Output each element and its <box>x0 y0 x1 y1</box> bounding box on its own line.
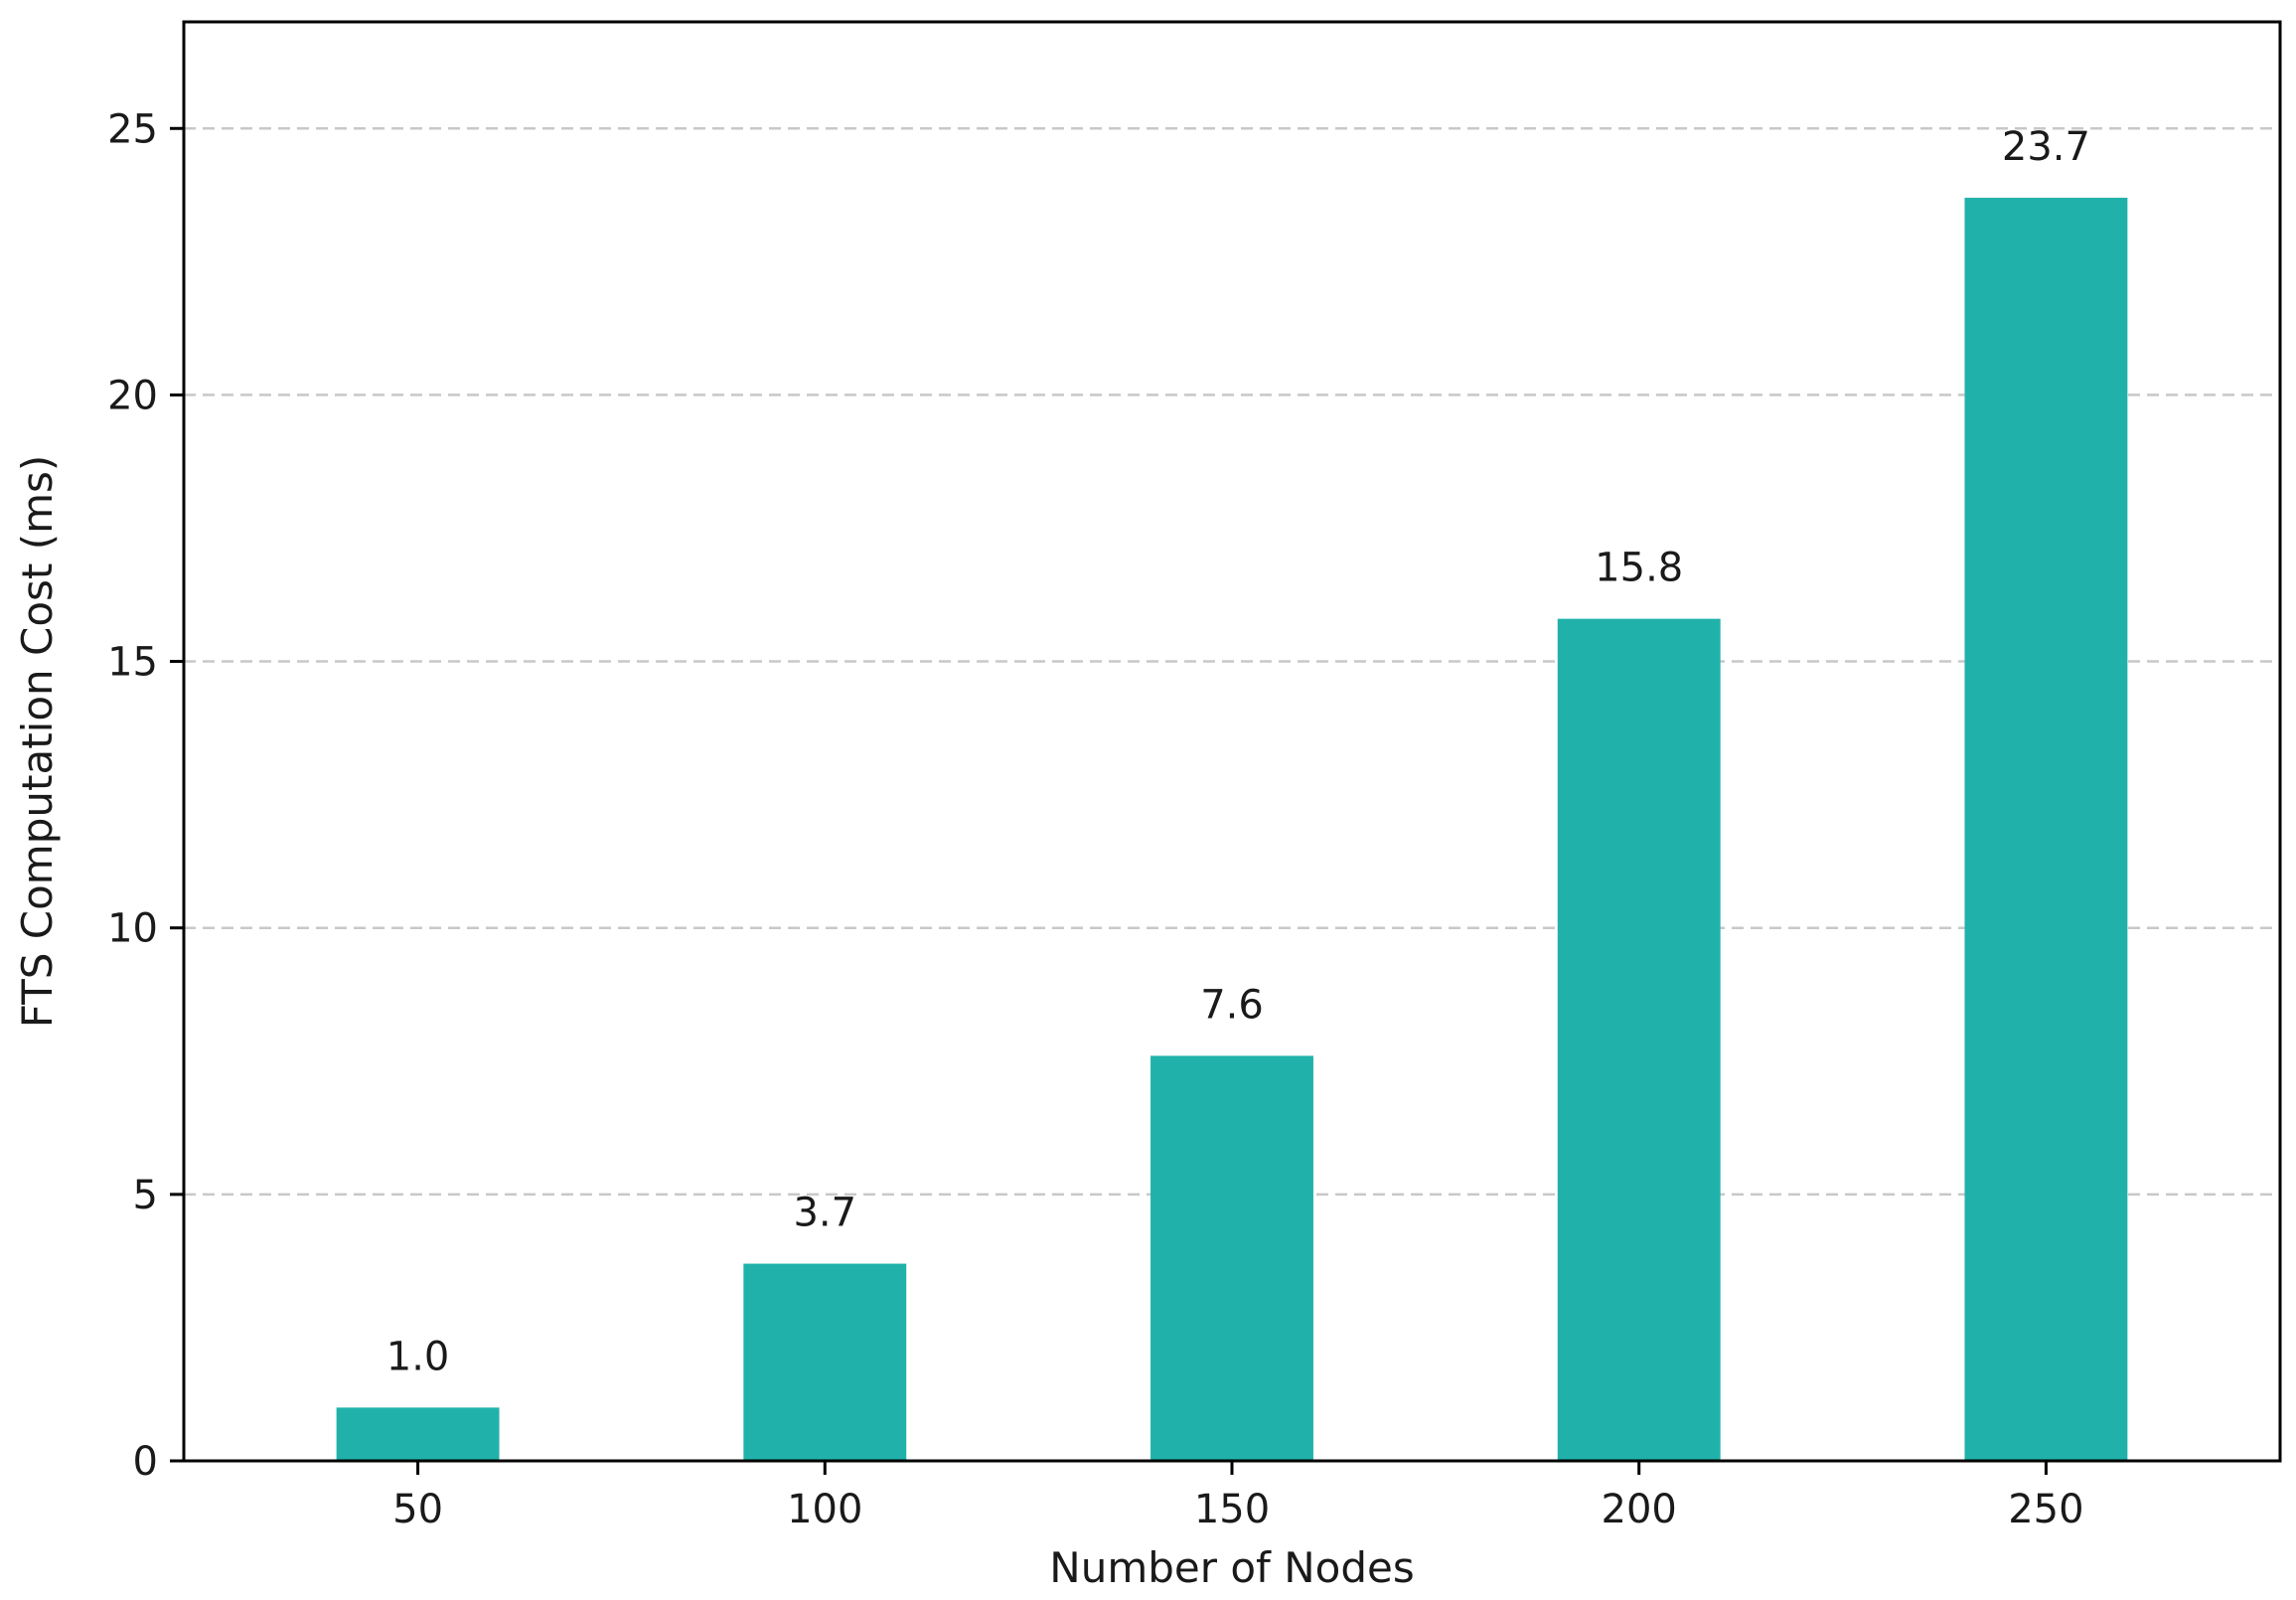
gridlines <box>184 127 2280 1197</box>
x-tick-label-200: 200 <box>1602 1487 1677 1532</box>
bars <box>336 197 2128 1461</box>
bar-200 <box>1557 618 1721 1461</box>
x-axis-ticks: 50 100 150 200 250 <box>392 1461 2084 1532</box>
y-tick-label: 15 <box>107 640 158 686</box>
data-label-50: 1.0 <box>386 1334 450 1379</box>
x-tick-label-50: 50 <box>392 1487 443 1532</box>
bar-50 <box>336 1407 500 1461</box>
y-tick-label: 5 <box>133 1173 158 1218</box>
y-tick-label: 0 <box>133 1439 158 1485</box>
bar-150 <box>1150 1055 1313 1461</box>
x-tick-label-150: 150 <box>1194 1487 1270 1532</box>
x-tick-label-100: 100 <box>787 1487 862 1532</box>
y-tick-label: 25 <box>107 106 158 152</box>
data-label-150: 7.6 <box>1200 982 1264 1028</box>
data-label-250: 23.7 <box>2002 124 2090 170</box>
y-tick-label: 20 <box>107 373 158 418</box>
bar-250 <box>1964 197 2128 1461</box>
y-tick-label: 10 <box>107 906 158 952</box>
data-labels: 1.0 3.7 7.6 15.8 23.7 <box>386 124 2090 1379</box>
data-label-200: 15.8 <box>1595 546 1683 591</box>
bar-100 <box>743 1263 907 1461</box>
data-label-100: 3.7 <box>793 1191 856 1236</box>
x-tick-label-250: 250 <box>2008 1487 2083 1532</box>
y-axis-ticks: 0 5 10 15 20 25 <box>107 106 184 1485</box>
x-axis-label: Number of Nodes <box>1049 1543 1414 1592</box>
y-axis-label: FTS Computation Cost (ms) <box>13 455 62 1029</box>
